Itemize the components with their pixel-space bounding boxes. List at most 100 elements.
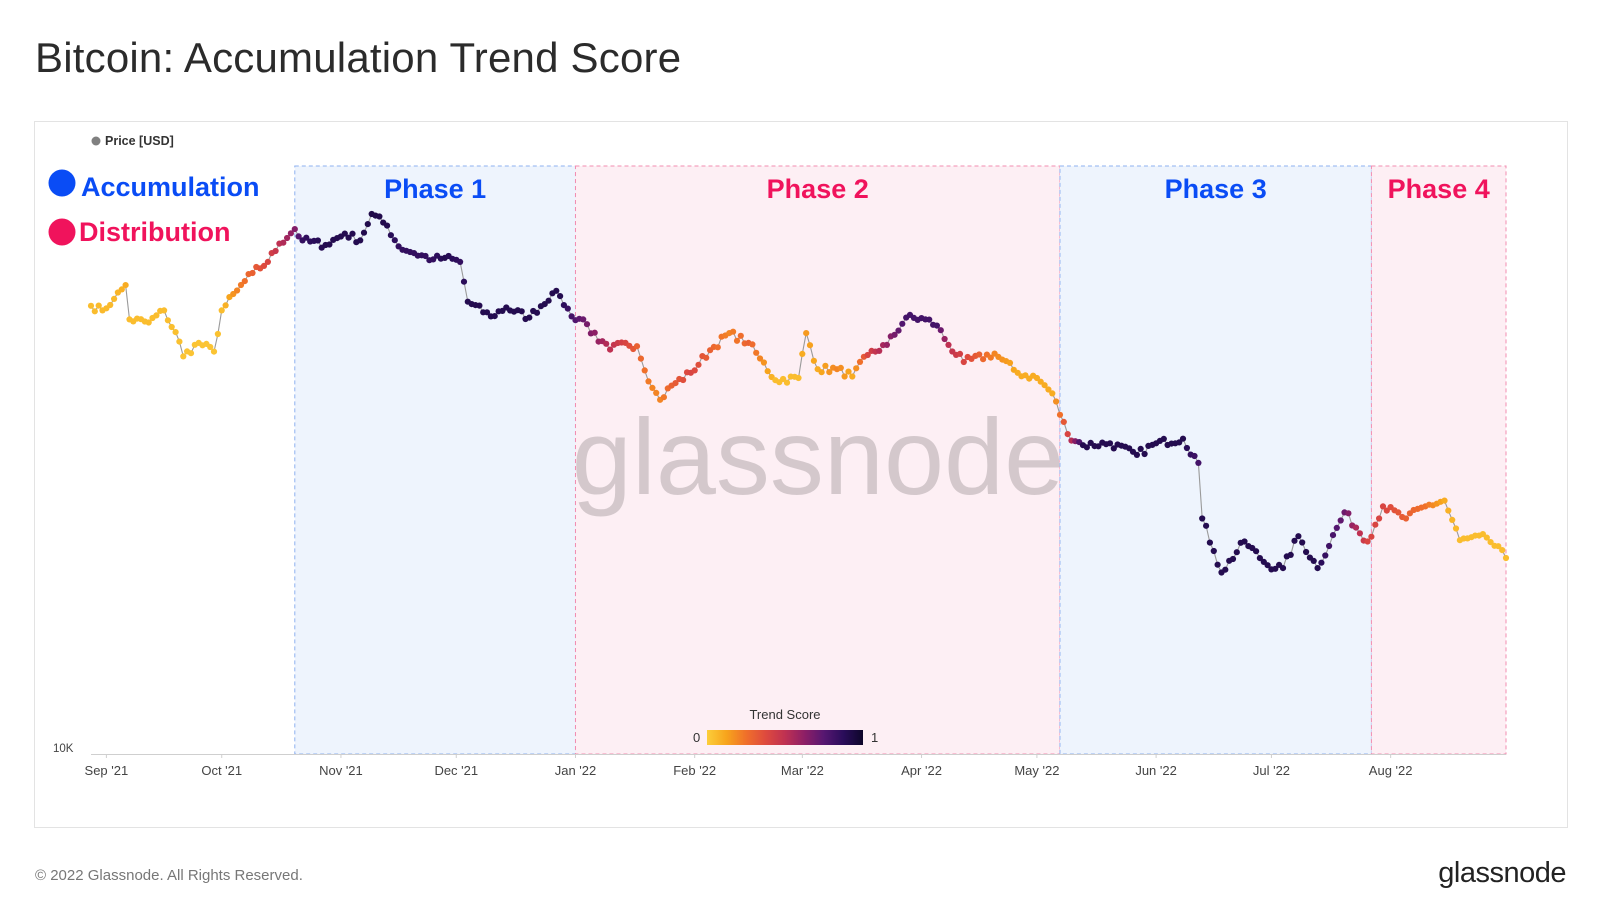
price-point (553, 287, 560, 294)
price-point (1314, 565, 1321, 572)
price-point (1222, 566, 1229, 573)
price-point (895, 327, 902, 334)
price-point (645, 378, 652, 385)
price-point (526, 314, 533, 321)
price-point (218, 307, 225, 314)
price-point (818, 369, 825, 376)
price-point (91, 308, 98, 315)
distribution-legend-marker (48, 218, 76, 246)
price-point (518, 308, 525, 315)
price-point (384, 222, 391, 229)
price-point (933, 322, 941, 329)
price-point (1379, 503, 1387, 510)
price-point (1049, 390, 1056, 397)
price-point (161, 307, 168, 314)
price-point (222, 302, 229, 309)
price-point (1310, 557, 1317, 564)
x-tick-label: Apr '22 (901, 763, 942, 778)
phase-label-3: Phase 3 (1165, 174, 1267, 204)
accumulation-legend-label: Accumulation (81, 172, 260, 202)
price-point (457, 258, 464, 265)
price-point (864, 351, 871, 359)
price-point (341, 230, 348, 237)
price-point (826, 369, 833, 376)
price-chart: Phase 1 Phase 2 Phase 3 Phase 4 glassnode 1… (48, 134, 1510, 778)
price-point (1445, 507, 1452, 514)
price-point (1241, 538, 1248, 545)
price-point (1056, 411, 1064, 418)
price-point (695, 361, 702, 368)
price-point (603, 340, 610, 347)
price-point (1356, 530, 1363, 537)
price-point (856, 358, 864, 365)
price-point (460, 278, 468, 285)
price-point (214, 330, 221, 338)
price-point (764, 368, 771, 375)
price-point (1495, 543, 1502, 550)
price-point (295, 233, 302, 240)
series-legend-label[interactable]: Price [USD] (105, 134, 174, 148)
price-point (1045, 386, 1052, 393)
price-point (1364, 538, 1371, 545)
price-point (1449, 516, 1456, 523)
price-point (1303, 548, 1310, 556)
price-point (1106, 440, 1114, 447)
price-point (780, 375, 787, 383)
price-point (1133, 451, 1140, 458)
price-point (314, 237, 321, 244)
price-point (691, 367, 698, 374)
price-point (956, 350, 964, 357)
x-tick-label: Jun '22 (1135, 763, 1177, 778)
phase-region-3 (1059, 165, 1372, 755)
series-legend-marker (91, 136, 101, 146)
x-tick-label: Jan '22 (555, 763, 597, 778)
x-axis: 10K Sep '21 Oct '21 Nov '21 Dec '21 Jan '22 Fe… (53, 743, 1506, 778)
price-point (976, 351, 983, 358)
price-point (737, 332, 744, 339)
price-point (118, 286, 125, 293)
price-point (1253, 548, 1260, 555)
price-point (172, 329, 179, 336)
price-point (960, 358, 967, 366)
colorbar-gradient (707, 730, 863, 745)
watermark: glassnode (572, 396, 1064, 517)
price-point (1141, 450, 1148, 458)
price-point (176, 338, 183, 345)
phase-label-1: Phase 1 (384, 174, 486, 204)
price-point (891, 331, 898, 338)
price-point (1041, 382, 1048, 389)
price-point (1441, 497, 1448, 504)
x-tick-label: Oct '21 (201, 763, 242, 778)
price-point (249, 269, 256, 277)
x-tick-label: Sep '21 (85, 763, 129, 778)
price-point (349, 230, 356, 237)
price-point (1499, 547, 1506, 554)
price-point (122, 282, 129, 289)
price-point (1264, 562, 1271, 569)
price-point (272, 247, 279, 255)
colorbar-title: Trend Score (749, 707, 820, 722)
price-point (187, 350, 195, 357)
trend-score-colorbar: Trend Score 0 1 (693, 707, 878, 745)
price-point (1060, 418, 1067, 425)
price-point (364, 221, 371, 228)
price-point (360, 229, 368, 236)
price-point (291, 226, 298, 233)
price-point (376, 213, 383, 220)
price-point (387, 232, 394, 239)
price-points (87, 210, 1510, 576)
legend: Price [USD] Accumulation Distribution (48, 134, 260, 247)
chart-frame: Phase 1 Phase 2 Phase 3 Phase 4 glassnode 1… (34, 121, 1568, 828)
price-point (1352, 524, 1360, 531)
price-point (730, 328, 737, 335)
x-tick-label: May '22 (1014, 763, 1059, 778)
price-point (107, 301, 114, 309)
price-point (822, 362, 829, 369)
glassnode-logo[interactable]: glassnode (1438, 857, 1566, 889)
price-point (803, 330, 810, 337)
price-point (303, 234, 310, 241)
price-point (1502, 554, 1510, 562)
price-point (95, 302, 102, 309)
price-point (1395, 509, 1402, 516)
distribution-legend-label: Distribution (79, 217, 230, 247)
